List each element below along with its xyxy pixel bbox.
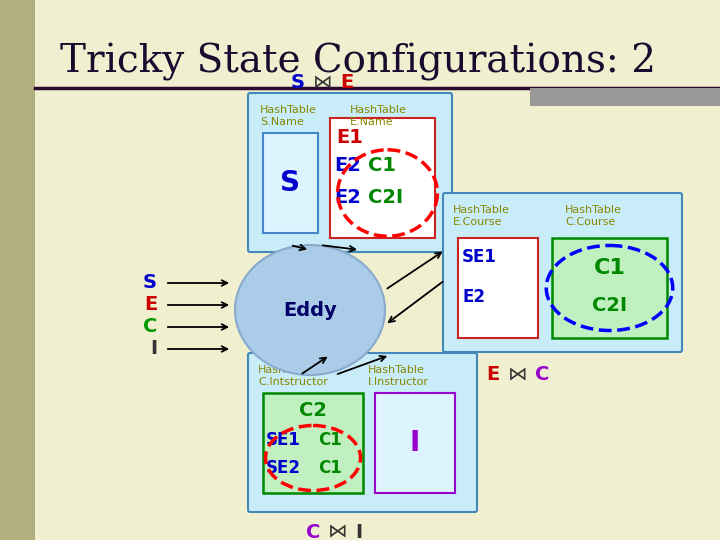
Text: HashTable: HashTable bbox=[258, 365, 315, 375]
Text: HashTable: HashTable bbox=[350, 105, 407, 115]
Text: C.Course: C.Course bbox=[565, 217, 616, 227]
Bar bbox=[263, 133, 318, 233]
Bar bbox=[0, 0, 35, 540]
Text: Eddy: Eddy bbox=[283, 300, 337, 320]
Text: HashTable: HashTable bbox=[260, 105, 317, 115]
Text: SE1: SE1 bbox=[462, 248, 497, 266]
Text: I: I bbox=[410, 429, 420, 457]
Ellipse shape bbox=[235, 245, 385, 375]
Text: Tricky State Configurations: 2: Tricky State Configurations: 2 bbox=[60, 43, 656, 81]
Text: SE1: SE1 bbox=[266, 431, 301, 449]
Text: C2I: C2I bbox=[592, 296, 627, 315]
Text: HashTable: HashTable bbox=[368, 365, 425, 375]
FancyBboxPatch shape bbox=[443, 193, 682, 352]
FancyBboxPatch shape bbox=[248, 93, 452, 252]
Text: I: I bbox=[150, 340, 157, 359]
Text: C: C bbox=[535, 366, 549, 384]
Text: E.Name: E.Name bbox=[350, 117, 394, 127]
Text: E2: E2 bbox=[462, 288, 485, 306]
Text: C1: C1 bbox=[318, 459, 342, 477]
Text: HashTable: HashTable bbox=[453, 205, 510, 215]
Text: ⋈: ⋈ bbox=[328, 523, 348, 540]
Text: ⋈: ⋈ bbox=[508, 366, 528, 384]
Text: E2: E2 bbox=[334, 188, 361, 207]
Text: E: E bbox=[340, 73, 354, 92]
Text: C1: C1 bbox=[368, 156, 396, 175]
Text: C2: C2 bbox=[299, 401, 327, 420]
Text: S.Name: S.Name bbox=[260, 117, 304, 127]
Text: C2I: C2I bbox=[368, 188, 403, 207]
Text: HashTable: HashTable bbox=[565, 205, 622, 215]
Bar bbox=[530, 88, 720, 106]
Text: ⋈: ⋈ bbox=[313, 73, 333, 92]
Bar bbox=[458, 238, 538, 338]
Text: C.Intstructor: C.Intstructor bbox=[258, 377, 328, 387]
Bar bbox=[375, 393, 455, 493]
Bar bbox=[552, 238, 667, 338]
Text: E: E bbox=[487, 366, 500, 384]
Text: C: C bbox=[305, 523, 320, 540]
FancyBboxPatch shape bbox=[248, 353, 477, 512]
Text: E: E bbox=[144, 295, 157, 314]
Text: S: S bbox=[281, 169, 300, 197]
Text: C1: C1 bbox=[593, 258, 626, 278]
Text: I.Instructor: I.Instructor bbox=[368, 377, 429, 387]
Text: S: S bbox=[143, 273, 157, 293]
Text: SE2: SE2 bbox=[266, 459, 301, 477]
Bar bbox=[263, 393, 363, 493]
Text: E1: E1 bbox=[336, 128, 363, 147]
Text: I: I bbox=[355, 523, 362, 540]
Text: C1: C1 bbox=[318, 431, 342, 449]
Text: E.Course: E.Course bbox=[453, 217, 503, 227]
Text: E2: E2 bbox=[334, 156, 361, 175]
Text: C: C bbox=[143, 318, 157, 336]
Text: S: S bbox=[291, 73, 305, 92]
Bar bbox=[330, 118, 435, 238]
